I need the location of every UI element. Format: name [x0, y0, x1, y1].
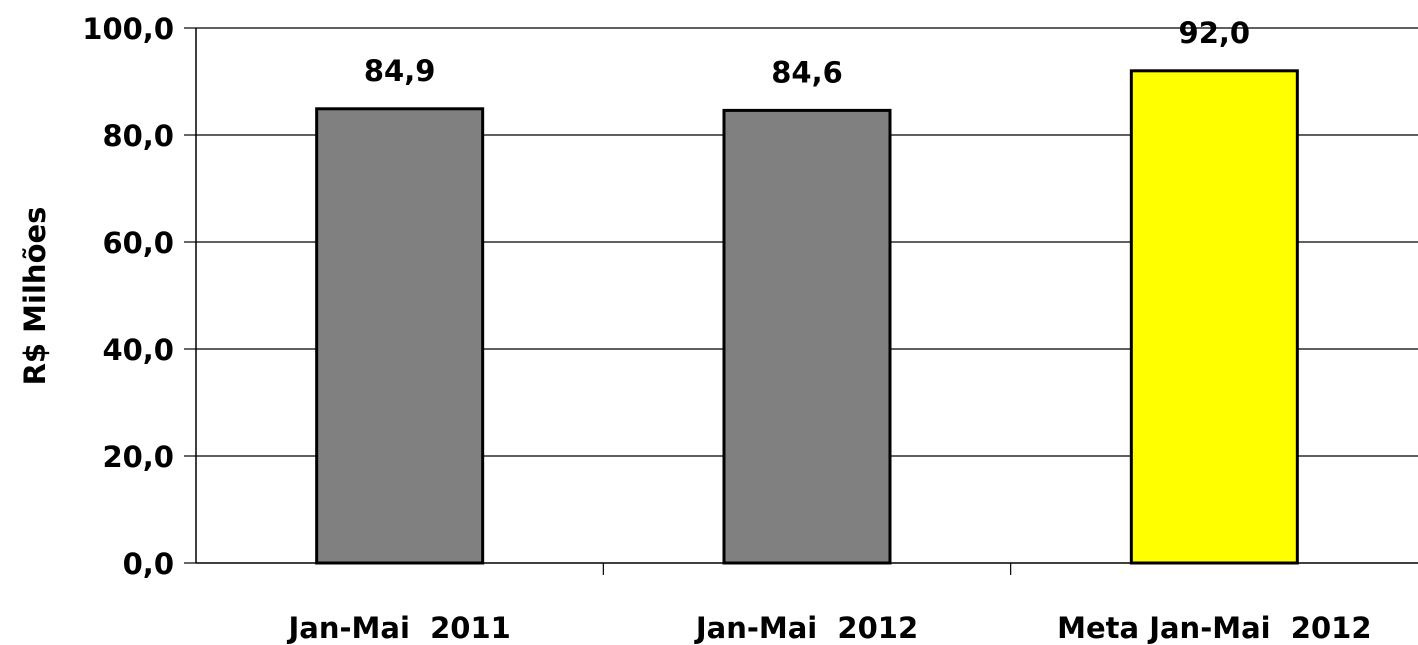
category-label: Meta Jan-Mai 2012 [1057, 611, 1371, 645]
data-label: 92,0 [1179, 16, 1251, 50]
category-label: Jan-Mai 2012 [694, 611, 918, 645]
y-tick-label: 0,0 [123, 547, 174, 581]
bar [722, 108, 892, 565]
y-tick-label: 80,0 [102, 119, 174, 153]
y-tick-label: 40,0 [102, 333, 174, 367]
bar [315, 107, 485, 565]
category-label: Jan-Mai 2011 [287, 611, 511, 645]
data-label: 84,6 [771, 55, 843, 89]
axes [184, 27, 1418, 575]
y-axis-title: R$ Milhões [18, 207, 52, 386]
category-labels: Jan-Mai 2011 Jan-Mai 2012 Meta Jan-Mai 201… [287, 611, 1372, 645]
data-labels: 84,9 84,6 92,0 [364, 16, 1250, 90]
y-tick-label: 60,0 [102, 226, 174, 260]
bar [1129, 69, 1299, 565]
y-tick-label: 100,0 [82, 12, 174, 46]
y-tick-labels: 0,0 20,0 40,0 60,0 80,0 100,0 [82, 12, 174, 581]
data-label: 84,9 [364, 54, 436, 88]
y-tick-label: 20,0 [102, 440, 174, 474]
bars [315, 69, 1299, 565]
